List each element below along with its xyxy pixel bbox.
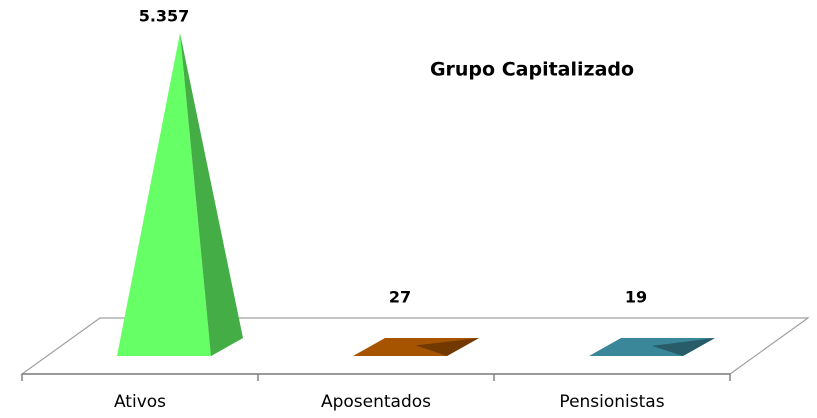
value-label: 27 bbox=[389, 288, 411, 307]
pyramid bbox=[589, 338, 715, 356]
value-label: 5.357 bbox=[139, 7, 190, 26]
pyramid-side bbox=[652, 338, 715, 356]
chart-title: Grupo Capitalizado bbox=[430, 59, 634, 81]
x-tick-label: Aposentados bbox=[321, 392, 431, 412]
pyramid-front bbox=[117, 33, 211, 356]
pyramid-side bbox=[416, 338, 479, 356]
pyramid bbox=[353, 338, 479, 356]
value-label: 19 bbox=[625, 288, 647, 307]
pyramid-front bbox=[353, 345, 447, 356]
x-tick-label: Pensionistas bbox=[559, 392, 664, 412]
x-tick-label: Ativos bbox=[114, 392, 166, 412]
pyramid-side bbox=[180, 33, 243, 356]
pyramid bbox=[117, 33, 243, 356]
pyramid-front bbox=[589, 345, 683, 356]
